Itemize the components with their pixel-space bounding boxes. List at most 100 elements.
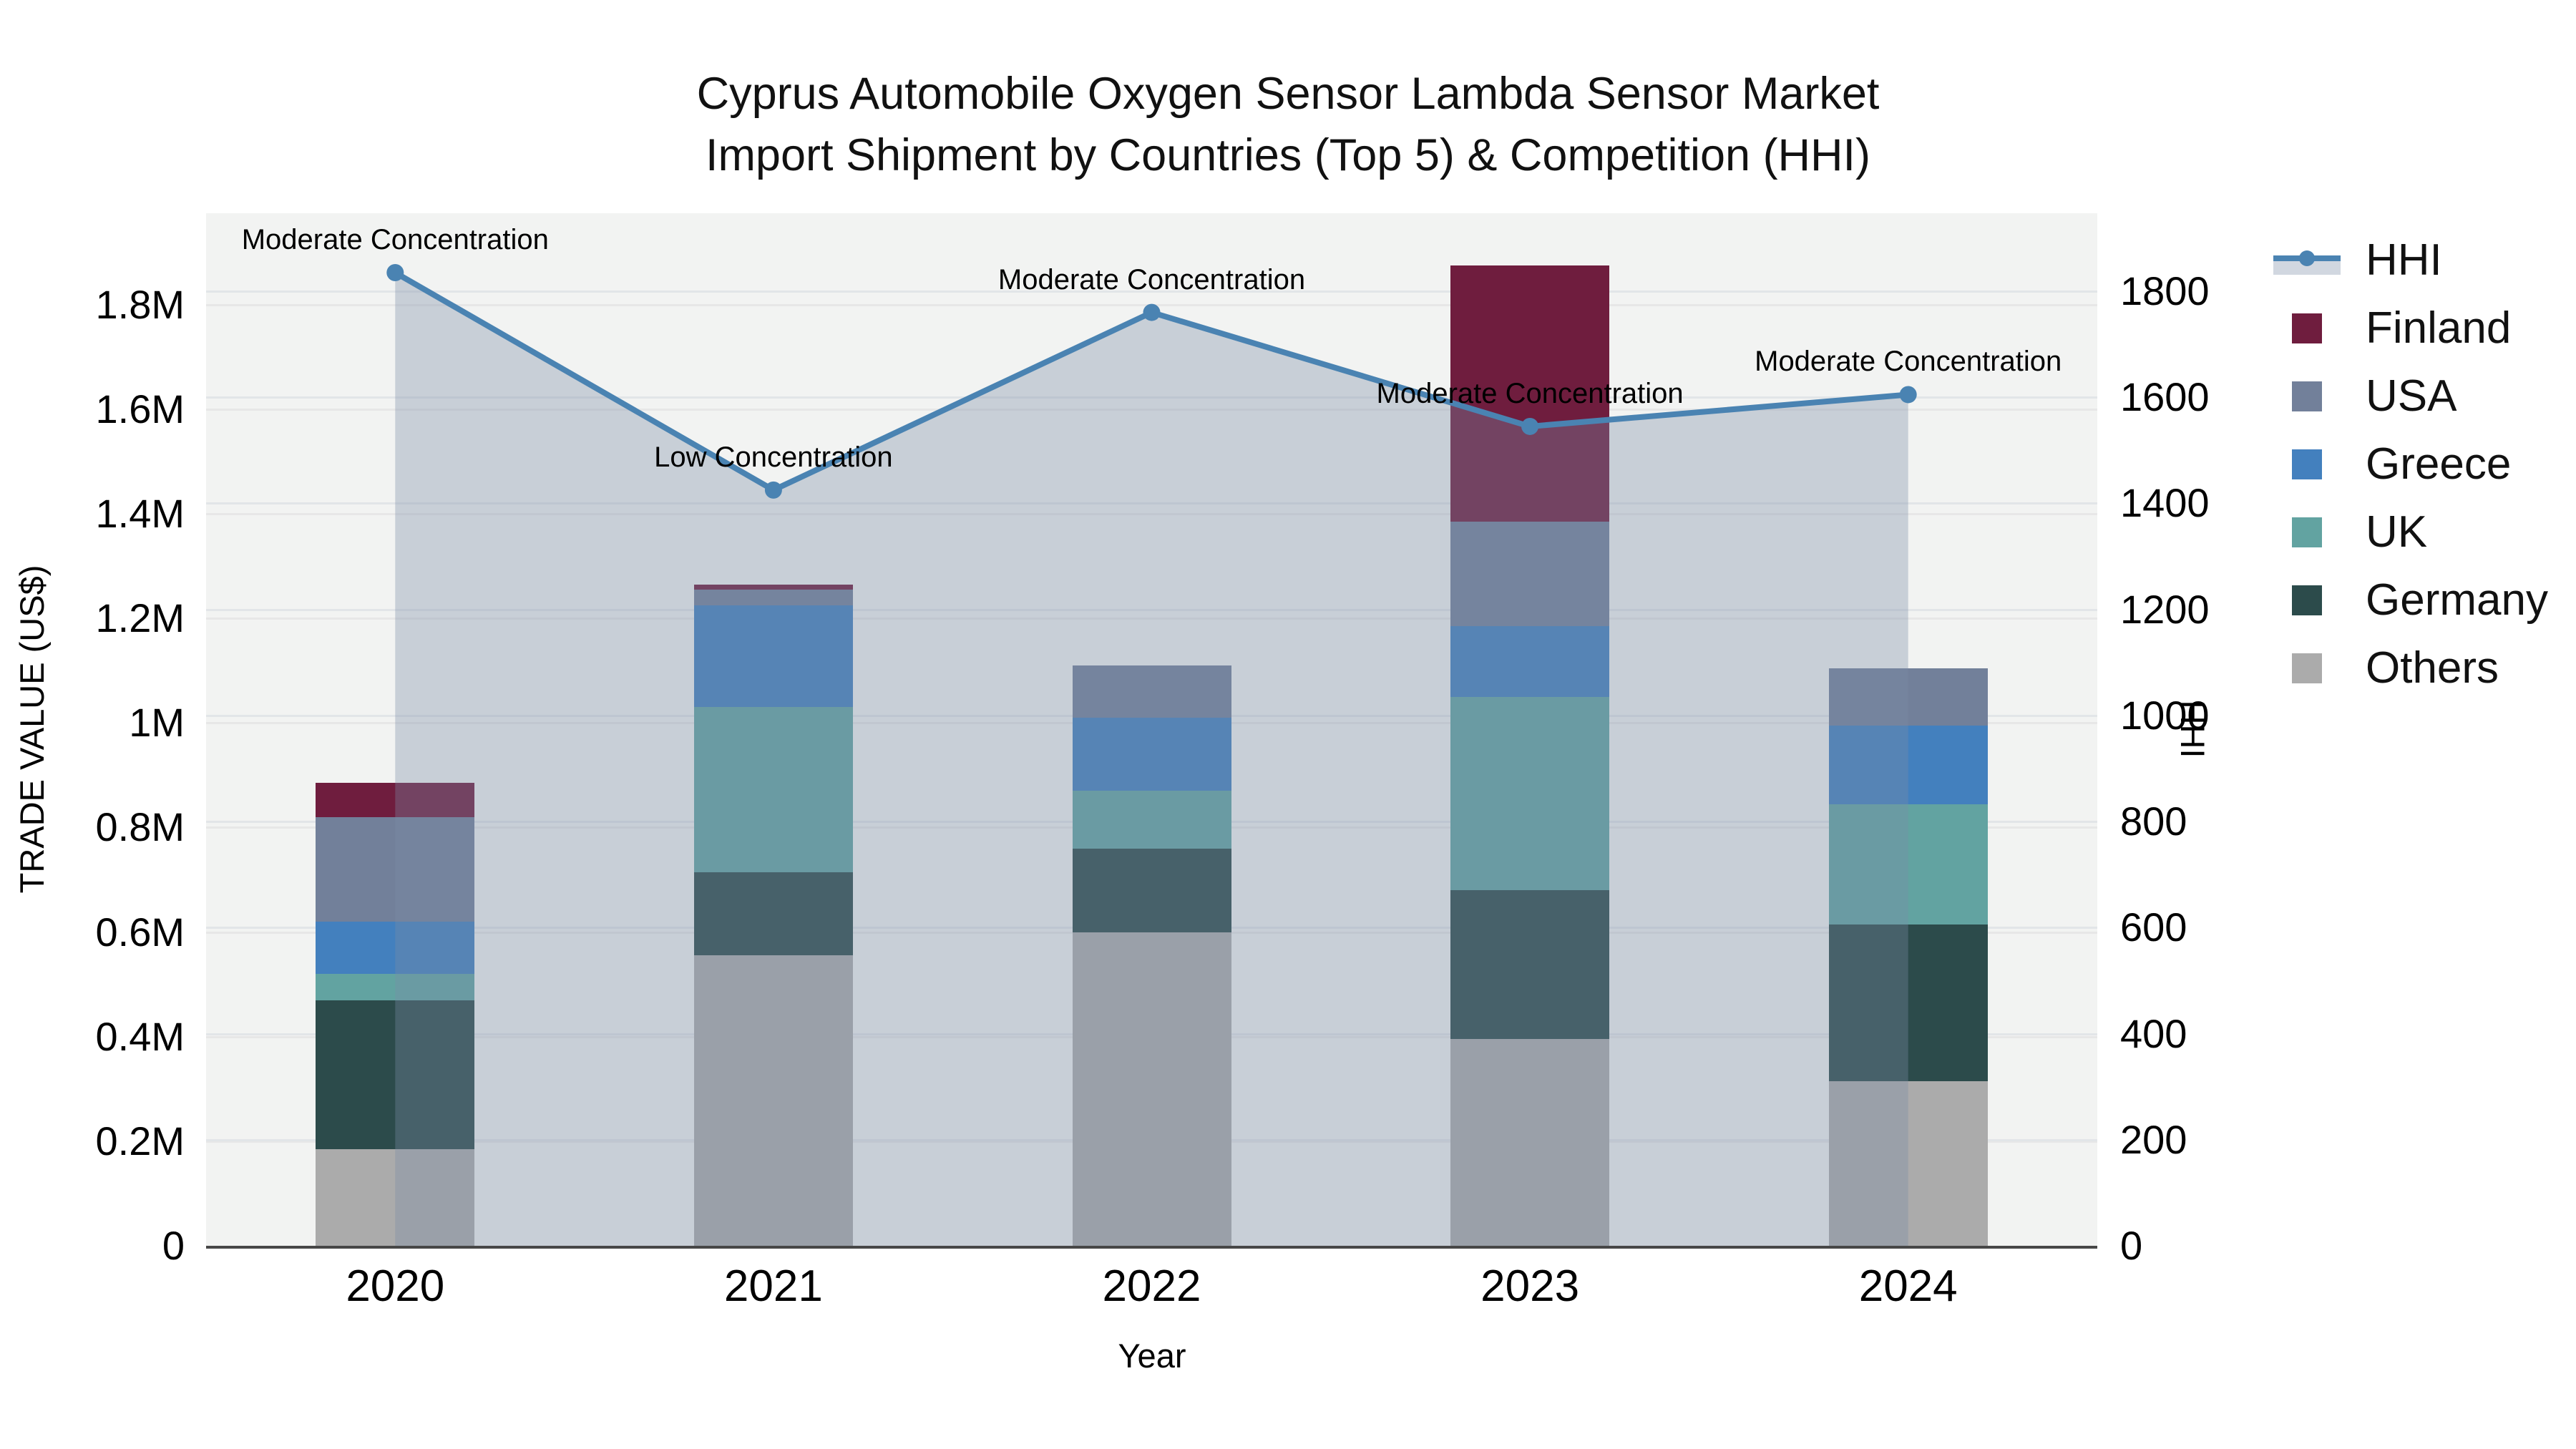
legend-symbol-usa xyxy=(2267,381,2347,411)
chart-title-line1: Cyprus Automobile Oxygen Sensor Lambda S… xyxy=(696,69,1880,119)
gridline-hhi xyxy=(206,396,2097,399)
bar-segment-uk-2024 xyxy=(1828,804,1988,924)
bar-segment-others-2021 xyxy=(693,955,853,1246)
legend-swatch-uk xyxy=(2292,517,2322,547)
y-tick-label-right: 1400 xyxy=(2120,480,2210,526)
bar-segment-others-2022 xyxy=(1072,932,1231,1246)
hhi-area-fill xyxy=(395,273,1908,1246)
bar-segment-others-2020 xyxy=(316,1148,475,1246)
legend-label: HHI xyxy=(2366,235,2442,285)
x-tick-label-2024: 2024 xyxy=(1858,1262,1958,1311)
bar-segment-uk-2022 xyxy=(1072,791,1231,849)
annotation-2024: Moderate Concentration xyxy=(1755,346,2062,378)
legend-item-finland: Finland xyxy=(2267,294,2548,362)
chart-title-line2: Import Shipment by Countries (Top 5) & C… xyxy=(705,130,1871,180)
y-tick-label-left: 1.4M xyxy=(95,491,185,537)
annotation-2022: Moderate Concentration xyxy=(997,263,1306,296)
bar-segment-finland-2021 xyxy=(693,584,853,590)
legend-symbol-finland xyxy=(2267,313,2347,343)
chart-title: Cyprus Automobile Oxygen Sensor Lambda S… xyxy=(0,63,2576,186)
legend-item-others: Others xyxy=(2267,634,2548,702)
x-axis-title: Year xyxy=(1118,1337,1186,1375)
hhi-marker-2020 xyxy=(386,264,404,282)
bar-segment-germany-2021 xyxy=(693,872,853,956)
y-tick-label-left: 1M xyxy=(129,700,185,746)
hhi-marker-2021 xyxy=(764,481,782,499)
bar-segment-greece-2022 xyxy=(1072,718,1231,791)
legend-symbol-uk xyxy=(2267,517,2347,547)
gridline-hhi xyxy=(206,608,2097,611)
gridline-hhi xyxy=(206,290,2097,293)
legend-symbol-greece xyxy=(2267,449,2347,479)
legend-symbol-germany xyxy=(2267,585,2347,615)
legend-item-uk: UK xyxy=(2267,498,2548,566)
legend-label: USA xyxy=(2366,371,2457,421)
legend-swatch-finland xyxy=(2292,313,2322,343)
y-tick-label-right: 1000 xyxy=(2120,692,2210,738)
y-tick-label-left: 0.4M xyxy=(95,1013,185,1059)
bar-segment-germany-2023 xyxy=(1450,890,1610,1040)
stacked-bars xyxy=(206,213,2097,1246)
y-tick-label-left: 1.2M xyxy=(95,595,185,641)
y-tick-label-left: 0.6M xyxy=(95,909,185,955)
y-tick-label-right: 400 xyxy=(2120,1010,2187,1056)
bar-segment-usa-2024 xyxy=(1828,668,1988,726)
annotation-2021: Low Concentration xyxy=(654,441,893,473)
y-tick-label-left: 0.2M xyxy=(95,1118,185,1163)
legend-label: Others xyxy=(2366,643,2499,693)
y-tick-label-right: 1600 xyxy=(2120,374,2210,420)
legend-label: Greece xyxy=(2366,439,2512,489)
x-axis-line xyxy=(206,1246,2097,1249)
gridline-hhi xyxy=(206,502,2097,505)
legend-item-usa: USA xyxy=(2267,362,2548,430)
bar-segment-usa-2020 xyxy=(316,816,475,922)
hhi-line-layer xyxy=(386,264,1917,1246)
bar-segment-finland-2020 xyxy=(316,783,475,817)
gridline-trade-value xyxy=(206,513,2097,516)
legend-item-germany: Germany xyxy=(2267,566,2548,634)
y-tick-label-right: 800 xyxy=(2120,799,2187,844)
bar-segment-greece-2024 xyxy=(1828,726,1988,804)
hhi-marker-dot-icon xyxy=(2299,250,2315,266)
bar-segment-greece-2020 xyxy=(316,922,475,975)
legend-item-hhi: HHI xyxy=(2267,226,2548,294)
y-tick-label-right: 1200 xyxy=(2120,586,2210,632)
left-axis-title: TRADE VALUE (US$) xyxy=(13,565,51,894)
legend-label: Germany xyxy=(2366,575,2548,625)
x-tick-label-2020: 2020 xyxy=(346,1262,445,1311)
legend-label: UK xyxy=(2366,507,2428,557)
bar-segment-greece-2023 xyxy=(1450,626,1610,697)
y-tick-label-right: 200 xyxy=(2120,1116,2187,1162)
legend-item-greece: Greece xyxy=(2267,430,2548,498)
hhi-line-icon xyxy=(2273,246,2341,275)
right-axis-title: HHI xyxy=(2174,700,2212,758)
legend-swatch-greece xyxy=(2292,449,2322,479)
gridline-trade-value xyxy=(206,618,2097,620)
legend-symbol-hhi xyxy=(2267,246,2347,275)
annotations-layer: Moderate Concentration Low Concentration M… xyxy=(206,213,2097,1246)
hhi-marker-2023 xyxy=(1521,417,1539,435)
y-tick-label-right: 1800 xyxy=(2120,268,2210,313)
legend-swatch-others xyxy=(2292,653,2322,683)
bar-segment-usa-2023 xyxy=(1450,522,1610,627)
x-tick-label-2022: 2022 xyxy=(1102,1262,1201,1311)
annotation-2020: Moderate Concentration xyxy=(241,224,549,255)
bar-segment-uk-2023 xyxy=(1450,696,1610,891)
bar-segment-others-2024 xyxy=(1828,1080,1988,1246)
hhi-marker-2022 xyxy=(1143,303,1161,321)
bar-segment-finland-2023 xyxy=(1450,265,1610,522)
x-tick-label-2023: 2023 xyxy=(1480,1262,1580,1311)
legend-label: Finland xyxy=(2366,303,2512,353)
bar-segment-usa-2022 xyxy=(1072,665,1231,718)
y-tick-label-right: 0 xyxy=(2120,1223,2143,1268)
y-tick-label-left: 1.8M xyxy=(95,281,185,327)
annotation-2023: Moderate Concentration xyxy=(1376,377,1684,409)
plot-area: Moderate Concentration Low Concentration M… xyxy=(206,213,2097,1246)
y-tick-label-left: 0 xyxy=(162,1223,185,1268)
x-tick-label-2021: 2021 xyxy=(723,1262,823,1311)
bar-segment-germany-2024 xyxy=(1828,924,1988,1081)
legend: HHI Finland USA Greece UK Germany Others xyxy=(2267,226,2548,702)
y-tick-label-left: 0.8M xyxy=(95,804,185,850)
bar-segment-usa-2021 xyxy=(693,590,853,605)
